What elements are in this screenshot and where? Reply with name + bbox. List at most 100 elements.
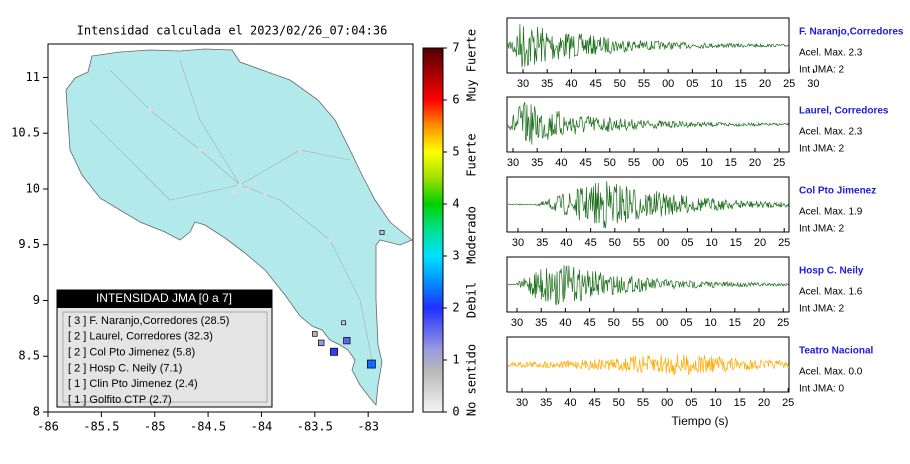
legend-entry: [ 2 ] Laurel, Corredores (32.3) (68, 331, 213, 343)
waveform-frame (506, 176, 790, 233)
waveform-frame (506, 336, 790, 393)
time-tick-label: 30 (807, 78, 819, 90)
time-tick-label: 40 (565, 78, 577, 90)
time-tick-label: 45 (584, 237, 596, 249)
legend-entry: [ 1 ] Golfito CTP (2.7) (68, 394, 172, 406)
waveform-frame (506, 96, 790, 153)
time-tick-label: 20 (758, 397, 770, 409)
y-tick-label: 9.5 (18, 237, 40, 251)
legend-title: INTENSIDAD JMA [0 a 7] (96, 291, 232, 305)
time-tick-label: 25 (777, 317, 789, 329)
colorbar-tick-label: 2 (452, 301, 459, 315)
time-tick-label: 35 (536, 237, 548, 249)
time-tick-label: 05 (676, 157, 688, 169)
time-tick-label: 00 (652, 157, 664, 169)
x-tick-label: -86 (37, 420, 59, 434)
y-tick-label: 11 (26, 70, 40, 84)
int-jma: Int JMA: 2 (799, 65, 844, 76)
acel-max: Acel. Max. 2.3 (799, 127, 863, 138)
legend-box (56, 289, 273, 408)
waveform-frame (506, 256, 790, 313)
station-name: Teatro Nacional (799, 346, 873, 357)
x-axis-label: Tiempo (s) (672, 414, 729, 428)
station-marker (312, 331, 318, 337)
time-tick-label: 25 (782, 397, 794, 409)
station-name: Laurel, Corredores (799, 106, 889, 117)
time-tick-label: 30 (511, 317, 523, 329)
legend-entry: [ 3 ] F. Naranjo,Corredores (28.5) (68, 315, 229, 327)
x-tick-label: -85.5 (83, 420, 119, 434)
colorbar-tick-label: 7 (452, 41, 459, 55)
time-tick-label: 35 (541, 78, 553, 90)
time-tick-label: 30 (517, 78, 529, 90)
time-tick-label: 50 (614, 78, 626, 90)
waveform (507, 265, 789, 306)
time-tick-label: 15 (730, 237, 742, 249)
y-tick-label: 10.5 (11, 126, 40, 140)
int-jma: Int JMA: 2 (799, 144, 844, 155)
station-name: Col Pto Jimenez (799, 186, 876, 197)
legend-header (57, 290, 272, 308)
y-tick-label: 9 (33, 293, 40, 307)
time-tick-label: 15 (734, 397, 746, 409)
time-tick-label: 05 (681, 237, 693, 249)
station-name: Hosp C. Neily (799, 266, 864, 277)
time-tick-label: 40 (564, 397, 576, 409)
colorbar-tick-label: 1 (452, 353, 459, 367)
time-tick-label: 30 (516, 397, 528, 409)
time-tick-label: 25 (778, 237, 790, 249)
x-tick-label: -83.5 (297, 420, 333, 434)
acel-max: Acel. Max. 0.0 (799, 367, 863, 378)
time-tick-label: 25 (773, 157, 785, 169)
waveform-frame (506, 17, 790, 74)
colorbar-tick-label: 0 (452, 405, 459, 419)
station-marker (341, 320, 346, 326)
time-tick-label: 20 (759, 78, 771, 90)
legend-inner (62, 311, 268, 403)
city-dots (148, 108, 332, 242)
y-tick-label: 10 (26, 181, 40, 195)
time-tick-label: 45 (583, 317, 595, 329)
waveform (507, 101, 790, 145)
time-tick-label: 10 (705, 237, 717, 249)
time-tick-label: 50 (609, 237, 621, 249)
y-tick-label: 8.5 (18, 349, 40, 363)
int-jma: Int JMA: 2 (799, 304, 844, 315)
time-tick-label: 00 (661, 397, 673, 409)
colorbar-label: Debil (465, 282, 479, 318)
time-tick-label: 15 (729, 317, 741, 329)
y-tick-label: 8 (33, 405, 40, 419)
colorbar-tick-label: 4 (452, 197, 459, 211)
time-tick-label: 40 (555, 157, 567, 169)
colorbar-label: Moderado (465, 206, 479, 264)
time-tick-label: 00 (662, 78, 674, 90)
acel-max: Acel. Max. 1.9 (799, 207, 863, 218)
time-tick-label: 20 (754, 237, 766, 249)
colorbar-label: No sentido (465, 344, 479, 416)
time-tick-label: 55 (628, 157, 640, 169)
time-tick-label: 55 (632, 317, 644, 329)
time-tick-label: 30 (512, 237, 524, 249)
time-tick-label: 45 (588, 397, 600, 409)
time-tick-label: 10 (710, 78, 722, 90)
time-tick-label: 15 (735, 78, 747, 90)
coastline (65, 48, 413, 406)
time-tick-label: 25 (783, 78, 795, 90)
time-tick-label: 50 (613, 397, 625, 409)
station-marker (343, 337, 351, 345)
int-jma: Int JMA: 2 (799, 224, 844, 235)
time-tick-label: 35 (535, 317, 547, 329)
time-tick-label: 45 (579, 157, 591, 169)
time-tick-label: 45 (589, 78, 601, 90)
time-tick-label: 20 (749, 157, 761, 169)
station-marker (330, 347, 338, 356)
x-tick-label: -84.5 (190, 420, 226, 434)
colorbar-label: Muy Fuerte (465, 29, 479, 101)
time-tick-label: 15 (725, 157, 737, 169)
station-marker (318, 339, 325, 347)
time-tick-label: 20 (753, 317, 765, 329)
x-tick-label: -84 (251, 420, 273, 434)
legend-entry: [ 2 ] Col Pto Jimenez (5.8) (68, 347, 195, 359)
time-tick-label: 55 (633, 237, 645, 249)
